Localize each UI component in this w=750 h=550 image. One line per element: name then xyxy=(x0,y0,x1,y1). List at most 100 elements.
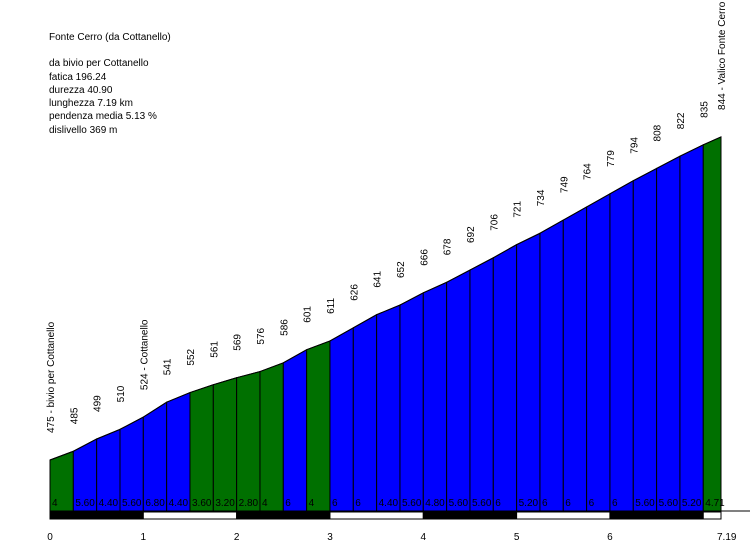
profile-segment xyxy=(166,391,191,512)
climb-title: Fonte Cerro (da Cottanello) xyxy=(49,32,171,43)
profile-segment xyxy=(702,136,722,512)
gradient-label: 5.60 xyxy=(635,498,655,509)
gradient-label: 4.40 xyxy=(99,498,119,509)
km-bar-segment xyxy=(142,511,238,520)
gradient-label: 6 xyxy=(612,498,618,509)
elevation-label: 586 xyxy=(279,319,290,336)
gradient-label: 2.80 xyxy=(239,498,259,509)
x-tick-label: 1 xyxy=(141,532,147,543)
dislivello-value: dislivello 369 m xyxy=(49,124,118,136)
profile-segment xyxy=(142,401,168,512)
durezza-value: durezza 40.90 xyxy=(49,84,113,96)
elevation-label: 734 xyxy=(536,189,547,206)
elevation-label: 611 xyxy=(326,298,337,314)
gradient-label: 6 xyxy=(495,498,501,509)
elevation-label: 652 xyxy=(396,261,407,278)
profile-segment xyxy=(189,384,214,512)
profile-segment xyxy=(376,304,401,512)
profile-segment xyxy=(609,179,634,512)
gradient-label: 4.71 xyxy=(705,498,725,509)
x-tick-label: 5 xyxy=(514,532,520,543)
gradient-label: 4.40 xyxy=(379,498,399,509)
profile-segment xyxy=(422,281,448,512)
gradient-label: 5.20 xyxy=(682,498,702,509)
x-tick-label: 4 xyxy=(421,532,427,543)
elevation-label: 844 - Valico Fonte Cerro xyxy=(717,1,728,110)
elevation-label: 822 xyxy=(676,112,687,129)
elevation-label: 794 xyxy=(629,137,640,154)
start-point: da bivio per Cottanello xyxy=(49,58,149,70)
elevation-label: 569 xyxy=(233,334,244,351)
climb-info: Fonte Cerro (da Cottanello) da bivio per… xyxy=(49,31,171,137)
gradient-label: 6.80 xyxy=(145,498,165,509)
elevation-label: 552 xyxy=(186,348,197,365)
elevation-label: 561 xyxy=(209,341,220,358)
profile-segment xyxy=(516,232,541,512)
profile-segment xyxy=(259,362,284,512)
gradient-label: 5.60 xyxy=(75,498,95,509)
gradient-label: 6 xyxy=(332,498,338,509)
elevation-label: 475 - bivio per Cottanello xyxy=(46,321,57,433)
elevation-label: 749 xyxy=(559,176,570,193)
elevation-label: 808 xyxy=(653,124,664,141)
elevation-label: 666 xyxy=(419,249,430,266)
elevation-label: 510 xyxy=(116,385,127,402)
km-bar-segment xyxy=(236,511,331,520)
km-bar-segment xyxy=(609,511,704,520)
gradient-label: 5.20 xyxy=(519,498,539,509)
x-tick-label: 3 xyxy=(327,532,333,543)
lunghezza-value: lunghezza 7.19 km xyxy=(49,98,133,110)
gradient-label: 6 xyxy=(542,498,548,509)
elevation-label: 576 xyxy=(256,327,267,344)
fatica-value: fatica 196.24 xyxy=(49,71,107,83)
profile-segment xyxy=(236,370,261,512)
gradient-label: 4 xyxy=(262,498,268,509)
pendenza-value: pendenza media 5.13 % xyxy=(49,111,157,123)
elevation-label: 692 xyxy=(466,226,477,243)
gradient-label: 3.60 xyxy=(192,498,212,509)
profile-segment xyxy=(352,313,378,512)
profile-segment xyxy=(492,243,518,512)
elevation-label: 678 xyxy=(443,238,454,255)
gradient-label: 3.20 xyxy=(215,498,235,509)
profile-segment xyxy=(679,144,704,512)
gradient-label: 5.60 xyxy=(402,498,422,509)
gradient-label: 6 xyxy=(565,498,571,509)
elevation-label: 779 xyxy=(606,150,617,167)
profile-segment xyxy=(212,377,238,512)
profile-segment xyxy=(562,206,588,512)
gradient-label: 5.60 xyxy=(472,498,492,509)
km-bar-segment xyxy=(422,511,518,520)
profile-segment xyxy=(306,340,331,512)
profile-segment xyxy=(469,256,494,512)
profile-segment xyxy=(586,192,611,512)
elevation-label: 524 - Cottanello xyxy=(139,319,150,390)
gradient-label: 6 xyxy=(285,498,291,509)
profile-segment xyxy=(446,269,471,512)
profile-segment xyxy=(632,167,658,512)
x-tick-label: 6 xyxy=(607,532,613,543)
profile-segment xyxy=(539,219,564,512)
elevation-label: 541 xyxy=(163,358,174,375)
elevation-label: 485 xyxy=(69,407,80,424)
km-bar-segment xyxy=(516,511,611,520)
elevation-label: 499 xyxy=(93,395,104,412)
elevation-label: 835 xyxy=(699,101,710,118)
km-bar-segment xyxy=(49,511,144,520)
gradient-label: 5.60 xyxy=(122,498,142,509)
x-tick-label: 2 xyxy=(234,532,240,543)
gradient-label: 4 xyxy=(309,498,315,509)
elevation-label: 626 xyxy=(349,284,360,301)
profile-segment xyxy=(329,326,354,512)
km-bar-segment xyxy=(329,511,424,520)
profile-line xyxy=(49,136,722,461)
elevation-label: 601 xyxy=(303,306,314,323)
gradient-label: 4 xyxy=(52,498,58,509)
x-tick-label: 7.19 xyxy=(717,532,737,543)
gradient-label: 5.60 xyxy=(659,498,679,509)
gradient-label: 4.80 xyxy=(425,498,445,509)
elevation-label: 764 xyxy=(583,163,594,180)
elevation-label: 641 xyxy=(373,271,384,288)
x-tick-label: 0 xyxy=(47,532,53,543)
